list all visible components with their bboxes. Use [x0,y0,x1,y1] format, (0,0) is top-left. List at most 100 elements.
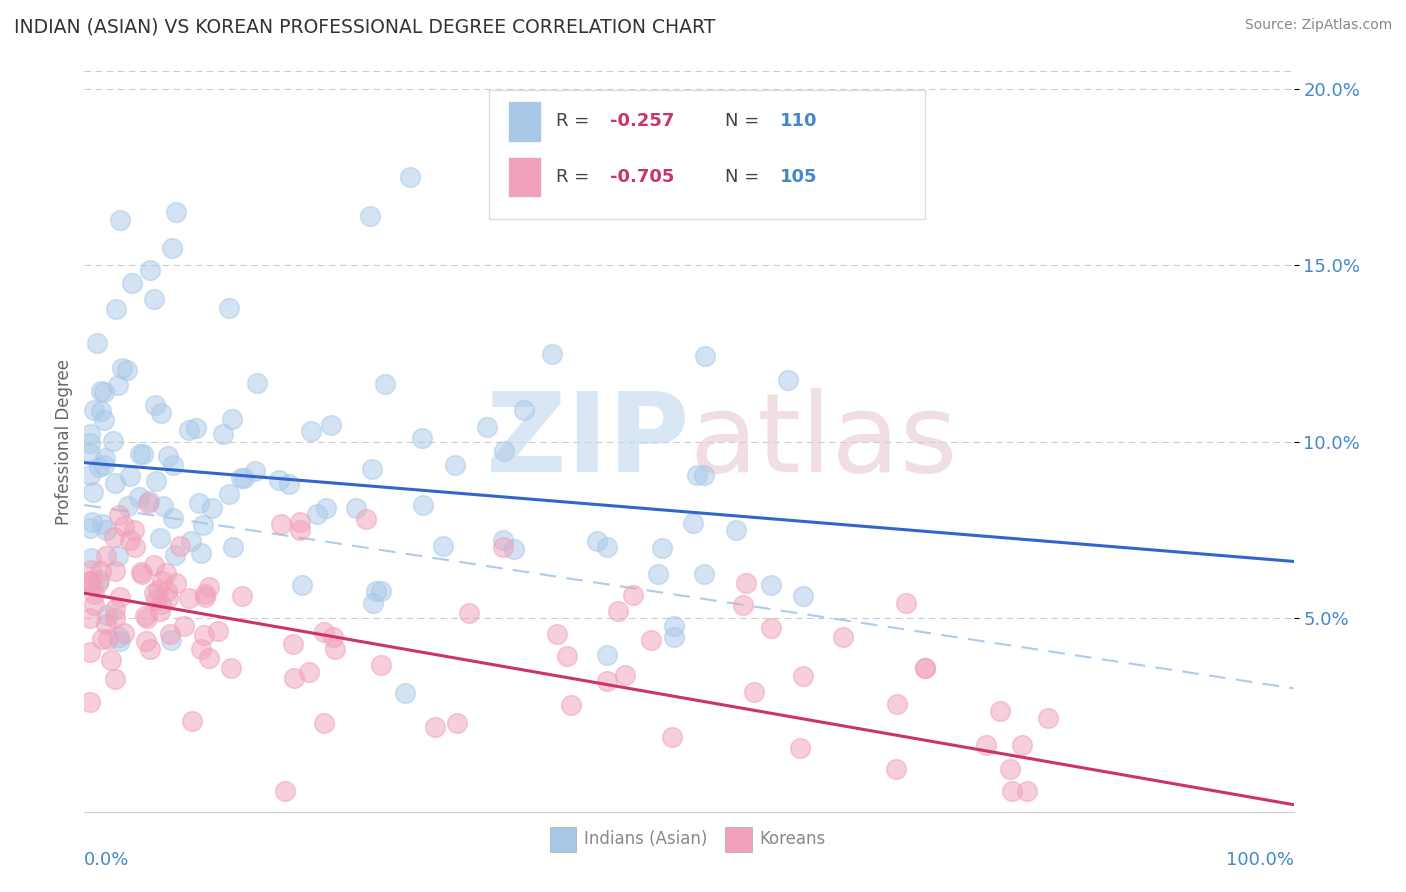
Point [231,590,253,604]
Point [79,611,101,625]
Point [117,500,139,514]
Text: 105: 105 [780,168,817,186]
Point [83,403,105,417]
Point [82,484,104,499]
Point [374,376,396,391]
Point [229,471,252,485]
Point [492,541,515,555]
Point [108,634,131,648]
Point [614,668,637,682]
Text: -0.257: -0.257 [610,112,675,130]
Point [662,631,685,645]
Point [198,651,221,665]
Point [425,720,447,734]
Point [132,447,155,461]
Point [104,602,127,616]
Point [149,603,172,617]
Point [621,588,644,602]
Point [131,566,153,581]
Point [686,468,709,483]
Point [193,627,215,641]
Point [557,649,579,664]
Point [79,694,101,708]
Point [83,587,105,601]
Point [129,447,152,461]
Point [107,508,129,522]
Point [155,566,177,580]
Point [651,541,673,555]
Point [146,583,169,598]
Point [90,384,112,398]
Point [156,583,179,598]
Point [93,385,115,400]
Point [104,564,127,578]
Point [314,715,336,730]
Point [596,673,619,688]
Point [290,516,312,530]
Text: R =: R = [555,112,593,130]
Point [194,587,217,601]
Point [457,606,479,620]
Point [399,170,422,185]
Point [361,462,384,476]
Point [322,631,344,645]
Point [312,625,335,640]
Point [108,591,131,605]
Point [361,597,384,611]
Text: N =: N = [725,168,763,186]
Text: Source: ZipAtlas.com: Source: ZipAtlas.com [1244,18,1392,32]
Text: R =: R = [555,168,593,186]
Point [118,468,141,483]
Point [80,515,103,529]
Point [83,599,105,613]
Text: 100.0%: 100.0% [1226,851,1294,869]
Point [96,608,118,623]
Point [107,549,129,563]
Point [165,205,187,219]
Point [267,473,290,487]
Point [243,464,266,478]
Point [359,209,381,223]
Point [135,633,157,648]
Point [104,476,127,491]
Point [886,697,908,711]
Point [1017,783,1039,797]
Point [156,449,179,463]
Point [278,476,301,491]
Bar [725,827,752,853]
Point [94,523,117,537]
Point [104,611,127,625]
Point [546,627,568,641]
Point [201,500,224,515]
Point [412,498,434,512]
Point [162,458,184,473]
Point [107,378,129,392]
Point [541,347,564,361]
Point [792,669,814,683]
Point [93,413,115,427]
Point [187,496,209,510]
Point [315,500,337,515]
Text: 110: 110 [780,112,817,130]
Point [79,426,101,441]
Point [80,551,103,566]
Point [159,627,181,641]
Point [145,593,167,607]
Point [90,632,112,647]
Point [100,653,122,667]
Text: atlas: atlas [689,388,957,495]
Point [122,523,145,537]
Point [291,578,314,592]
Point [118,533,141,548]
Point [323,642,346,657]
Point [162,241,184,255]
Text: Koreans: Koreans [759,830,825,848]
Point [149,406,172,420]
Point [94,451,117,466]
Text: ZIP: ZIP [485,388,689,495]
Point [193,518,215,533]
Point [79,436,101,450]
Point [218,486,240,500]
Point [661,730,683,744]
Point [110,213,132,227]
